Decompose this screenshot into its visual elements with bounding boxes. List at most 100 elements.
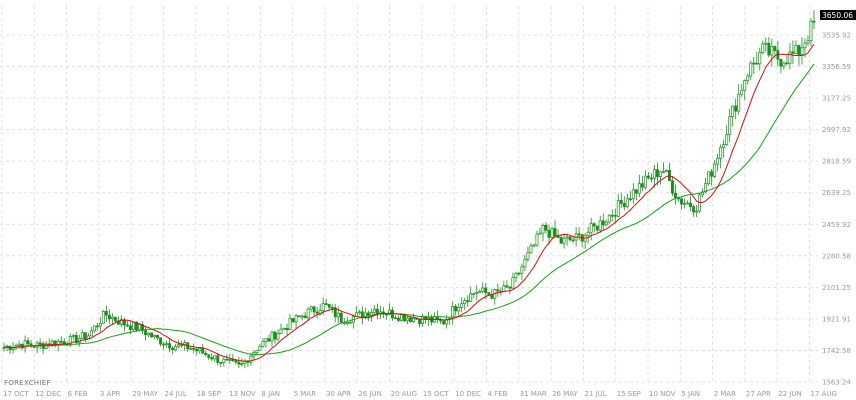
- candle-body: [478, 290, 482, 293]
- candle-body: [460, 303, 464, 308]
- candle-body: [312, 306, 316, 313]
- candle-body: [156, 334, 160, 339]
- candle-body: [174, 346, 178, 351]
- candle-body: [767, 42, 771, 56]
- candle-body: [722, 144, 726, 148]
- candle-body: [270, 331, 274, 342]
- candle-body: [327, 304, 331, 308]
- candle-body: [285, 327, 289, 330]
- candle-body: [469, 293, 473, 303]
- candle-body: [800, 47, 804, 55]
- y-tick-label: 2818.59: [822, 158, 851, 166]
- candle-body: [297, 315, 301, 318]
- candle-body: [692, 206, 696, 213]
- candle-body: [26, 340, 30, 345]
- x-tick-label: 10 NOV: [649, 390, 676, 398]
- candle-body: [141, 324, 144, 331]
- candle-body: [153, 334, 157, 338]
- candle-body: [195, 348, 199, 352]
- candle-body: [258, 345, 262, 351]
- candle-body: [177, 344, 181, 348]
- x-tick-label: 22 JUN: [778, 390, 802, 398]
- x-tick-label: 5 MAR: [294, 390, 317, 398]
- candle-body: [547, 229, 551, 238]
- candle-body: [110, 316, 114, 320]
- candle-body: [122, 319, 126, 326]
- candle-body: [713, 163, 717, 177]
- candle-body: [20, 343, 24, 349]
- candle-body: [689, 202, 692, 208]
- candle-body: [369, 312, 373, 317]
- candle-body: [634, 189, 638, 194]
- candle-body: [321, 303, 325, 312]
- candle-body: [119, 319, 123, 325]
- x-tick-label: 5 JAN: [681, 390, 700, 398]
- candle-body: [550, 228, 554, 238]
- candle-body: [740, 89, 744, 95]
- candle-body: [695, 210, 699, 213]
- candle-body: [348, 321, 352, 324]
- candle-body: [529, 245, 533, 254]
- candle-body: [98, 323, 102, 327]
- y-tick-label: 2101.25: [822, 284, 851, 292]
- candle-body: [83, 332, 87, 340]
- candle-body: [138, 324, 141, 331]
- candle-body: [71, 334, 75, 337]
- candle-body: [397, 317, 400, 321]
- x-tick-label: 21 JUL: [584, 390, 606, 398]
- candle-body: [725, 134, 729, 145]
- y-tick-label: 3177.25: [822, 95, 851, 103]
- candle-body: [616, 200, 620, 217]
- candle-body: [568, 236, 572, 241]
- candle-body: [463, 300, 467, 305]
- candle-body: [538, 232, 542, 235]
- candle-body: [339, 312, 343, 323]
- candle-body: [228, 359, 232, 361]
- y-tick-label: 2639.25: [822, 189, 851, 197]
- x-tick-label: 31 MAR: [520, 390, 547, 398]
- candle-body: [216, 355, 220, 363]
- candle-body: [457, 307, 461, 312]
- candle-body: [544, 224, 548, 231]
- candle-body: [803, 42, 807, 49]
- candle-body: [779, 58, 783, 67]
- candle-body: [481, 287, 485, 292]
- candle-body: [716, 158, 720, 165]
- candle-body: [309, 306, 313, 310]
- candle-body: [571, 239, 575, 242]
- candle-body: [213, 355, 217, 360]
- candle-body: [619, 200, 623, 204]
- candle-body: [782, 62, 786, 67]
- candle-body: [565, 236, 569, 239]
- candle-body: [113, 316, 117, 322]
- candle-body: [791, 51, 795, 54]
- x-tick-label: 3 APR: [100, 390, 121, 398]
- candle-body: [511, 277, 515, 289]
- x-tick-label: 15 SEP: [617, 390, 641, 398]
- candle-body: [514, 272, 518, 279]
- candle-body: [607, 214, 611, 223]
- x-tick-label: 20 AUG: [391, 390, 417, 398]
- candle-body: [249, 355, 253, 363]
- candle-body: [535, 233, 539, 246]
- candle-body: [625, 198, 629, 208]
- candle-body: [671, 180, 674, 194]
- slow-moving-average-line: [3, 63, 815, 356]
- candle-body: [665, 170, 668, 172]
- brand-watermark: FOREXCHIEF: [4, 379, 51, 387]
- candle-body: [541, 224, 545, 234]
- candle-body: [89, 330, 93, 337]
- candle-body: [674, 192, 677, 199]
- candle-body: [168, 343, 172, 349]
- candle-body: [728, 116, 732, 136]
- candle-body: [505, 285, 509, 288]
- candle-body: [92, 325, 96, 332]
- candle-body: [637, 183, 641, 194]
- candle-body: [743, 80, 747, 91]
- fast-moving-average-line: [3, 44, 815, 362]
- candle-body: [658, 171, 662, 177]
- candle-body: [746, 75, 750, 81]
- candle-body: [225, 358, 229, 361]
- candle-body: [797, 45, 801, 55]
- candle-body: [770, 46, 774, 56]
